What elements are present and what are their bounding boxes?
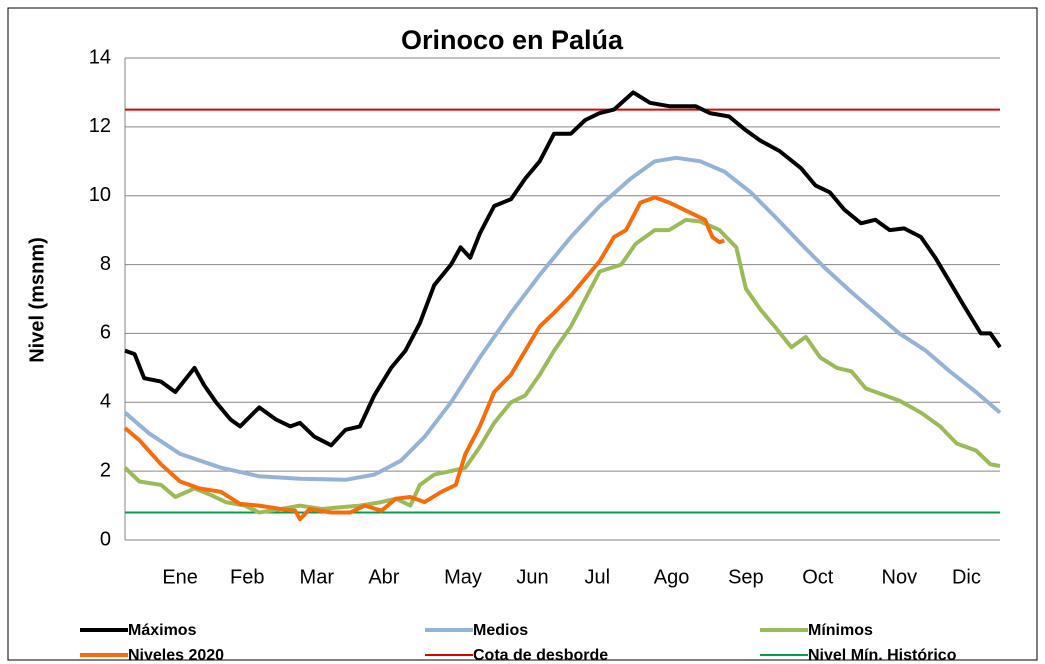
y-tick-label: 10 (89, 184, 111, 206)
y-tick-label: 8 (100, 253, 111, 275)
y-tick-label: 12 (89, 115, 111, 137)
legend-label: Máximos (128, 622, 197, 639)
series-line (123, 195, 725, 522)
y-tick-label: 0 (100, 528, 111, 550)
legend-label: Niveles 2020 (128, 647, 224, 664)
series-line (124, 90, 1002, 448)
y-tick-label: 6 (100, 322, 111, 344)
x-tick-label: Ene (162, 566, 198, 588)
x-tick-label: May (444, 566, 482, 588)
x-tick-label: Jul (584, 566, 610, 588)
x-tick-label: Nov (882, 566, 918, 588)
x-tick-label: Mar (300, 566, 335, 588)
x-tick-label: Feb (230, 566, 264, 588)
chart-frame (7, 7, 1038, 661)
y-tick-label: 2 (100, 459, 111, 481)
series-line (123, 155, 1002, 482)
legend-label: Nivel Mín. Histórico (808, 647, 957, 664)
legend-label: Medios (473, 622, 528, 639)
y-axis-label: Nivel (msnm) (26, 237, 48, 363)
x-tick-label: Ago (654, 566, 690, 588)
y-tick-label: 4 (100, 391, 111, 413)
x-tick-label: Dic (952, 566, 981, 588)
x-tick-label: Abr (368, 566, 399, 588)
legend-label: Mínimos (808, 622, 873, 639)
x-tick-label: Sep (728, 566, 764, 588)
legend-label: Cota de desborde (473, 647, 608, 664)
x-tick-label: Jun (516, 566, 548, 588)
x-tick-label: Oct (802, 566, 834, 588)
chart-title: Orinoco en Palúa (401, 25, 624, 55)
y-tick-label: 14 (89, 46, 111, 68)
